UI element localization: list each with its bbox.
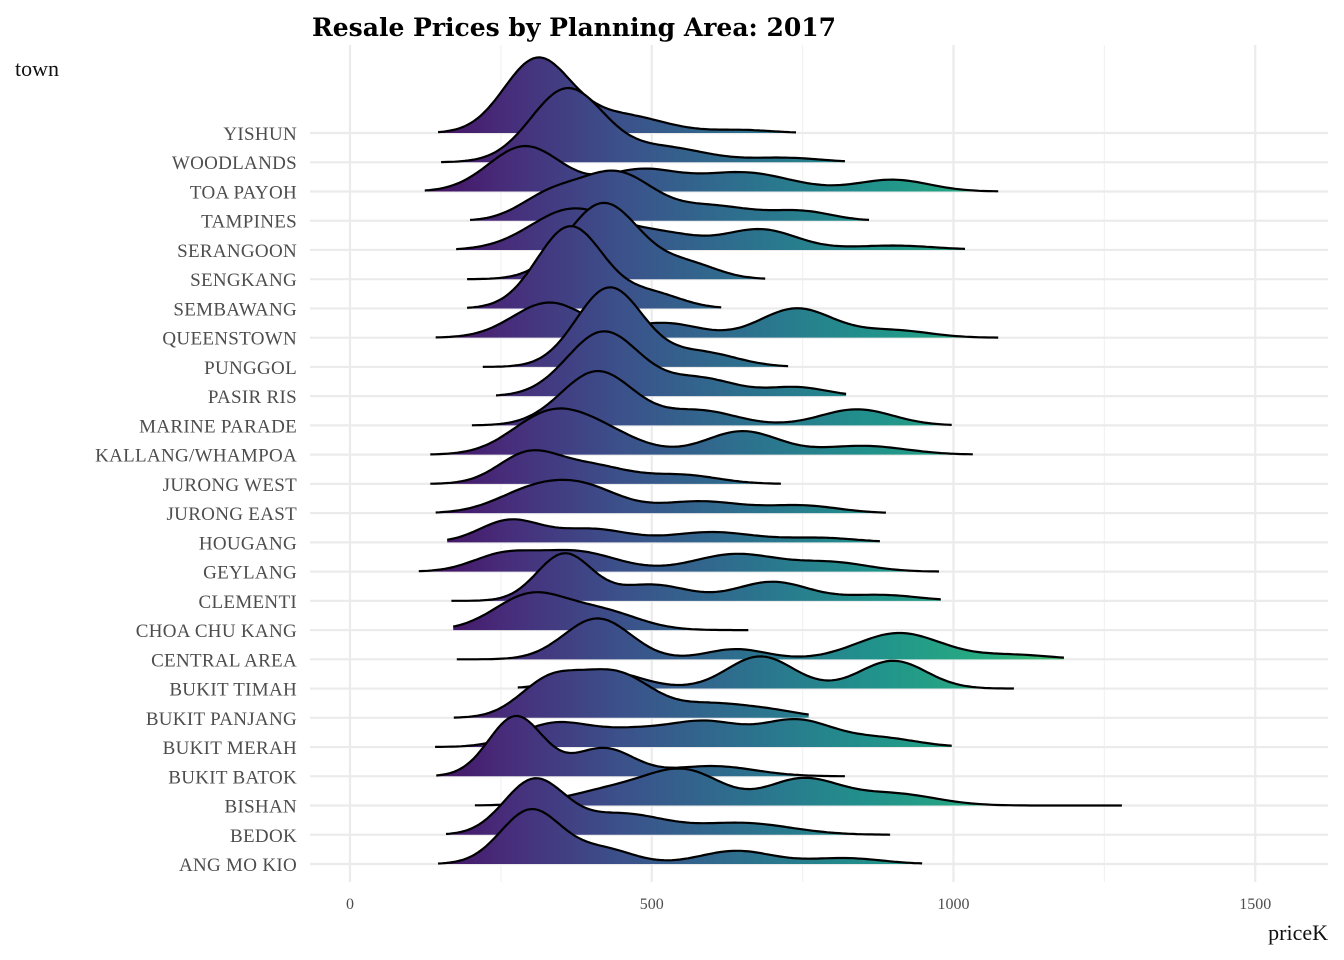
ridge-geylang: [418, 548, 940, 573]
ridge-fill: [438, 57, 796, 133]
town-label: HOUGANG: [199, 533, 297, 554]
ridge-line: [435, 301, 999, 339]
town-label: BEDOK: [230, 826, 297, 847]
ridge-fill: [447, 519, 880, 543]
town-label: PUNGGOL: [204, 358, 297, 379]
town-label: JURONG EAST: [166, 504, 297, 525]
ridge-line: [456, 207, 966, 251]
ridge-sengkang: [467, 201, 766, 281]
x-tick-label: 0: [346, 896, 354, 913]
ridge-bukit-batok: [436, 714, 845, 778]
ridge-line: [430, 407, 973, 456]
ridge-fill: [456, 618, 1064, 660]
ridge-line: [438, 56, 797, 134]
ridge-fill: [467, 226, 722, 309]
town-label: SEMBAWANG: [173, 299, 297, 320]
ridge-fill: [441, 88, 845, 163]
ridge-line: [471, 370, 952, 427]
ridge-fill: [467, 202, 766, 280]
ridge-line: [470, 169, 870, 221]
ridge-fill: [435, 719, 952, 748]
ridge-fill: [446, 778, 891, 835]
ridge-line: [424, 144, 999, 193]
x-tick-label: 500: [640, 896, 664, 913]
ridge-central-area: [456, 617, 1064, 661]
ridge-line: [436, 714, 845, 778]
town-label: MARINE PARADE: [139, 416, 297, 437]
x-tick-label: 1000: [938, 896, 970, 913]
ridge-line: [445, 777, 891, 836]
town-label: SENGKANG: [190, 270, 297, 291]
ridges: [418, 56, 1122, 865]
town-label: BUKIT BATOK: [168, 767, 297, 788]
ridge-line: [452, 591, 749, 632]
ridge-line: [430, 449, 781, 485]
ridge-woodlands: [441, 86, 845, 164]
ridge-choa-chu-kang: [452, 591, 749, 632]
town-label: PASIR RIS: [208, 387, 297, 408]
grid-lines: [310, 45, 1328, 882]
town-label: JURONG WEST: [163, 475, 297, 496]
x-axis-title: priceK: [1268, 920, 1328, 945]
ridge-fill: [430, 408, 973, 455]
ridge-jurong-west: [430, 449, 781, 485]
town-label: BUKIT TIMAH: [169, 680, 297, 701]
ridge-line: [441, 86, 845, 164]
ridge-marine-parade: [471, 370, 952, 427]
ridge-line: [446, 518, 880, 543]
ridge-line: [456, 617, 1064, 661]
ridge-bukit-panjang: [453, 668, 809, 719]
town-label: BISHAN: [224, 797, 297, 818]
town-label: BUKIT MERAH: [163, 738, 297, 759]
x-tick-label: 1500: [1239, 896, 1271, 913]
ridge-fill: [471, 371, 952, 426]
town-label: KALLANG/WHAMPOA: [95, 446, 297, 467]
ridge-fill: [482, 287, 789, 367]
town-label: ANG MO KIO: [179, 855, 297, 876]
ridge-jurong-east: [435, 478, 886, 514]
ridge-fill: [453, 669, 809, 718]
town-label: CHOA CHU KANG: [136, 621, 297, 642]
town-label: CENTRAL AREA: [151, 650, 297, 671]
town-label: SERANGOON: [177, 241, 297, 262]
ridge-bedok: [445, 777, 891, 836]
ridge-fill: [451, 553, 941, 601]
ridge-kallang-whampoa: [430, 407, 973, 456]
ridge-hougang: [446, 518, 880, 543]
town-label: CLEMENTI: [199, 592, 297, 613]
ridge-line: [453, 668, 809, 719]
town-label: TOA PAYOH: [190, 182, 297, 203]
ridge-line: [474, 767, 1122, 807]
ridge-line: [438, 808, 923, 865]
ridge-yishun: [438, 56, 797, 134]
axis-labels: 0 500 1000 1500 ANG MO KIO BEDOK BISHAN BUKIT B…: [95, 124, 1271, 913]
chart-title: Resale Prices by Planning Area: 2017: [312, 13, 836, 42]
ridge-fill: [438, 809, 923, 864]
ridge-line: [467, 201, 766, 281]
ridge-fill: [424, 146, 999, 192]
town-label: TAMPINES: [201, 212, 297, 233]
ridge-line: [435, 478, 886, 514]
ridge-toa-payoh: [424, 144, 999, 193]
ridge-ang-mo-kio: [438, 808, 923, 865]
ridge-clementi: [451, 552, 941, 602]
town-label: QUEENSTOWN: [162, 329, 297, 350]
town-label: BUKIT PANJANG: [146, 709, 297, 730]
town-label: GEYLANG: [203, 563, 297, 584]
ridge-fill: [435, 479, 886, 514]
y-axis-title: town: [15, 56, 59, 81]
ridge-bishan: [474, 767, 1122, 807]
ridge-line: [466, 225, 722, 309]
ridge-sembawang: [466, 225, 722, 309]
ridge-line: [451, 552, 941, 602]
ridge-line: [418, 548, 940, 573]
ridge-fill: [453, 592, 749, 631]
ridge-line: [495, 330, 847, 397]
ridge-fill: [474, 768, 1122, 806]
town-label: YISHUN: [223, 124, 297, 145]
town-label: WOODLANDS: [172, 153, 297, 174]
ridge-punggol: [482, 286, 789, 368]
ridge-line: [482, 286, 789, 368]
